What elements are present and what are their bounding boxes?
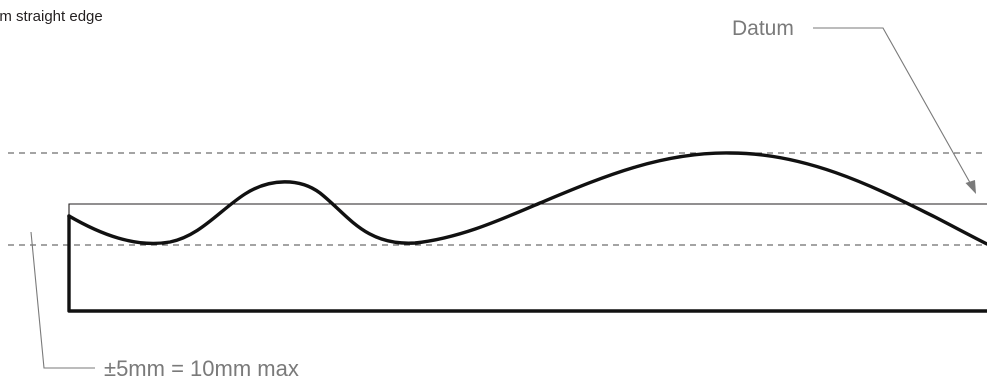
datum-arrowhead — [965, 180, 976, 194]
surface-profile-curve — [67, 151, 987, 246]
tolerance-label: ±5mm = 10mm max — [104, 356, 299, 381]
datum-leader-line — [813, 27, 974, 189]
straight-edge-label: 3m straight edge — [0, 8, 103, 25]
straight-edge-base — [67, 214, 987, 313]
datum-label: Datum — [732, 17, 794, 40]
tolerance-leader-line — [30, 231, 95, 369]
